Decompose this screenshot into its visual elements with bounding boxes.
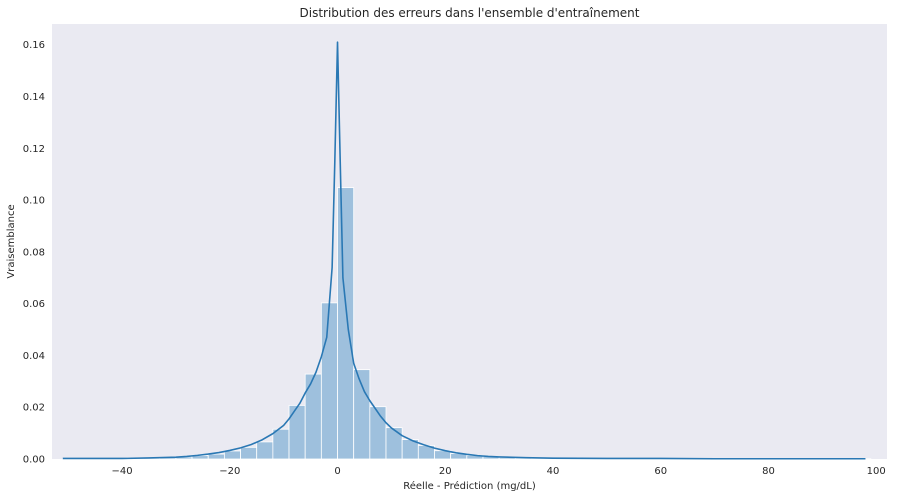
y-tick-label: 0.10 [23,196,45,207]
histogram-bar [240,446,258,460]
y-tick-label: 0.08 [23,247,45,258]
y-axis-ticks: 0.00 0.02 0.04 0.06 0.08 0.10 0.12 0.14 0.16 [23,40,45,465]
y-tick-label: 0.02 [23,403,45,414]
histogram-bar [320,302,338,460]
x-tick-label: 40 [547,466,560,477]
x-tick-label: −20 [219,466,240,477]
histogram-bar [353,369,371,460]
histogram-bar [337,187,355,460]
y-tick-label: 0.04 [23,351,45,362]
chart-title: Distribution des erreurs dans l'ensemble… [300,6,640,20]
x-tick-label: −40 [111,466,132,477]
kde-curve-layer [62,41,866,460]
x-tick-label: 0 [334,466,340,477]
histogram-bar [207,453,225,460]
histogram-bar [385,427,403,460]
x-axis-title: Réelle - Prédiction (mg/dL) [403,480,536,492]
histogram-bar [304,373,322,460]
y-tick-label: 0.14 [23,92,45,103]
y-tick-label: 0.00 [23,455,45,466]
plot-area [52,24,887,459]
x-tick-label: 100 [867,466,886,477]
histogram-bar [223,450,241,460]
histogram-bar [272,428,290,460]
y-axis-title: Vraisemblance [6,204,17,278]
kde-line [62,41,866,460]
x-tick-label: 60 [654,466,667,477]
x-axis-ticks: −40 −20 0 20 40 60 80 100 [111,466,885,477]
y-tick-label: 0.06 [23,299,45,310]
histogram-bars [62,187,872,460]
x-tick-label: 20 [439,466,452,477]
histogram-bar [288,404,306,460]
y-tick-label: 0.12 [23,144,45,155]
x-tick-label: 80 [762,466,775,477]
y-tick-label: 0.16 [23,40,45,51]
histogram-bar [256,441,274,460]
histogram-bar [369,406,387,460]
